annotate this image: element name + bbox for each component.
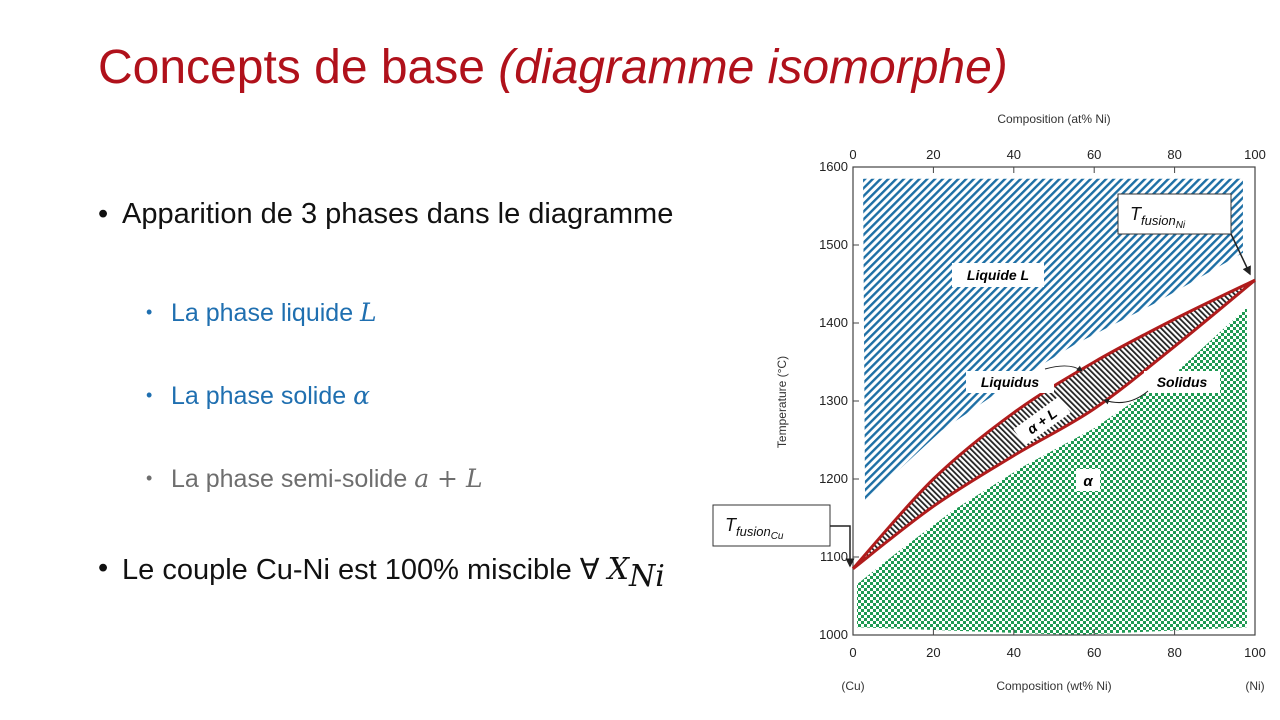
liquidus-label-box [966,371,1054,393]
y-tick-label: 1400 [819,315,848,330]
two-phase-label-box [1013,396,1071,446]
liquid-label: Liquide L [967,267,1029,283]
ni-end-label: (Ni) [1245,679,1264,693]
t-fusion-cu-pointer [830,525,855,568]
y-tick-label: 1000 [819,627,848,642]
bullet-text: La phase liquide [171,299,361,327]
page-title: Concepts de base (diagramme isomorphe) [98,40,1008,95]
y-tick-label: 1200 [819,471,848,486]
liquidus-label: Liquidus [981,374,1040,390]
bullet-dot: • [146,385,153,405]
alpha-region [857,307,1247,635]
t-fusion-cu-base: T [725,515,738,535]
t-fusion-cu-label: TfusionCu [725,515,784,542]
y-tick-label: 1600 [819,159,848,174]
t-fusion-cu-subsub: Cu [771,531,784,542]
liquidus-pointer [1044,365,1083,372]
x-tick-label-bottom: 80 [1167,645,1181,660]
y-tick-label: 1100 [820,549,848,564]
bullet-dot: • [98,198,109,230]
solidus-pointer [1103,390,1149,405]
bullet-miscible: • Le couple Cu-Ni est 100% miscible ∀ XN… [98,552,665,594]
y-axis-label: Temperature (°C) [775,356,789,448]
title-italic: (diagramme isomorphe) [498,41,1008,94]
bottom-axis-label: Composition (wt% Ni) [996,679,1111,693]
t-fusion-ni-box [1117,193,1232,235]
t-fusion-ni-subsub: Ni [1176,220,1186,231]
phase-diagram: 0 0 20 20 40 40 60 60 80 80 100 100 1000 1100 1200 1300… [712,112,1266,693]
top-axis-label: Composition (at% Ni) [997,112,1110,126]
y-tick-label: 1500 [819,237,848,252]
bullet-math: L [360,298,377,327]
bullet-dot: • [146,302,153,322]
bullet-math: X [607,552,630,587]
x-tick-label-top: 60 [1087,147,1101,162]
t-fusion-ni-label: TfusionNi [1130,204,1186,231]
x-tick-label-top: 40 [1007,147,1021,162]
bullet-dot: • [98,552,109,584]
bullet-math: α [353,381,370,410]
liquid-region [863,178,1243,503]
x-tick-label-bottom: 40 [1007,645,1021,660]
bullet-text: Le couple Cu-Ni est 100% miscible ∀ [122,554,608,586]
cu-end-label: (Cu) [841,679,864,693]
x-tick-label-top: 100 [1244,147,1266,162]
solidus-label: Solidus [1157,374,1208,390]
x-tick-label-top: 20 [926,147,940,162]
t-fusion-ni-sub: fusion [1141,213,1176,228]
t-fusion-ni-pointer [1230,233,1251,276]
x-tick-label-bottom: 100 [1244,645,1266,660]
y-tick-label: 1300 [819,393,848,408]
bullet-phases: • Apparition de 3 phases dans le diagram… [98,198,673,231]
t-fusion-ni-base: T [1130,204,1143,224]
x-tick-label-top: 80 [1167,147,1181,162]
bullet-math: a + L [414,464,483,493]
solidus-label-box [1144,371,1220,393]
bullet-dot: • [146,468,153,488]
t-fusion-cu-sub: fusion [736,524,771,539]
x-tick-label-top: 0 [849,147,856,162]
bullet-solid: • La phase solide α [146,381,370,411]
x-tick-label-bottom: 20 [926,645,940,660]
bullet-text: La phase solide [171,382,354,410]
bullet-text: Apparition de 3 phases dans le diagramme [122,198,674,230]
bullet-text: La phase semi-solide [171,465,415,493]
solidus-line [852,278,1256,570]
alpha-label: α [1083,473,1093,490]
x-tick-label-bottom: 0 [849,645,856,660]
liquid-label-box [952,263,1044,287]
bullet-liquid: • La phase liquide L [146,298,377,328]
alpha-label-box [1076,469,1100,491]
title-main: Concepts de base [98,41,499,94]
bullet-math-sub: Ni [629,558,665,594]
x-tick-label-bottom: 60 [1087,645,1101,660]
bullet-semi-solid: • La phase semi-solide a + L [146,464,483,494]
